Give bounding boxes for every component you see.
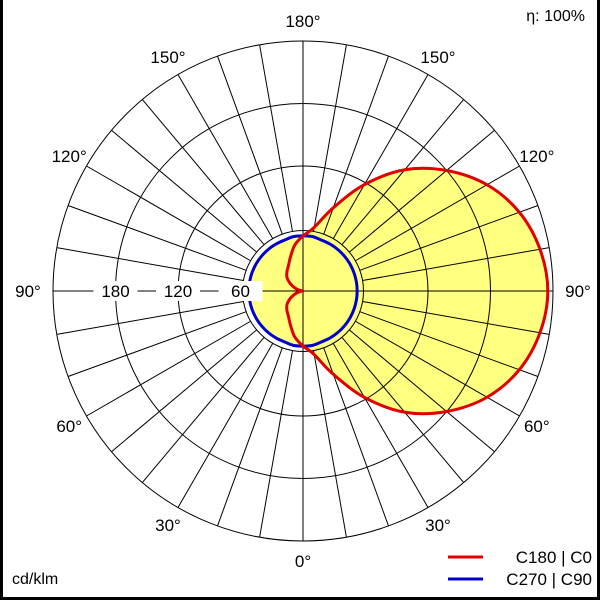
grid-spoke — [177, 343, 274, 508]
radial-tick-label: 120 — [164, 282, 192, 301]
grid-spoke — [349, 129, 495, 253]
angle-label: 0° — [295, 552, 311, 571]
grid-spoke — [341, 337, 465, 483]
grid-spoke — [362, 247, 550, 281]
angle-label: 60° — [524, 417, 550, 436]
angle-label: 120° — [52, 147, 87, 166]
grid-spoke — [111, 129, 257, 253]
grid-spoke — [67, 311, 247, 377]
angle-label-bg — [558, 281, 597, 301]
grid-spoke — [217, 55, 283, 235]
grid-spoke — [86, 165, 251, 262]
grid-spoke — [323, 55, 389, 235]
tick-label-bg — [218, 281, 263, 301]
legend-label: C270 | C90 — [506, 570, 592, 589]
angle-label: 180° — [285, 12, 320, 31]
grid-spoke — [56, 247, 244, 281]
grid-spoke — [332, 343, 429, 508]
grid-spoke — [313, 44, 347, 232]
angle-label-bg — [8, 281, 48, 301]
grid-spoke — [332, 74, 429, 239]
grid-spoke — [259, 350, 293, 538]
grid-spoke — [359, 205, 539, 271]
grid-spoke — [217, 347, 283, 527]
grid-spoke — [323, 347, 389, 527]
c0-c180-curve — [285, 166, 550, 416]
grid-spoke — [111, 329, 257, 453]
grid-spoke — [56, 301, 244, 335]
grid-spoke — [359, 311, 539, 377]
radial-tick-label: 60 — [231, 282, 250, 301]
grid-spoke — [355, 320, 520, 417]
angle-label: 150° — [420, 48, 455, 67]
grid-spoke — [67, 205, 247, 271]
grid-spoke — [141, 99, 265, 245]
angle-label: 60° — [56, 417, 82, 436]
legend-label: C180 | C0 — [516, 548, 592, 567]
angle-label: 150° — [150, 48, 185, 67]
grid-spoke — [177, 74, 274, 239]
grid-spoke — [355, 165, 520, 262]
tick-label-bg — [156, 281, 200, 301]
grid-spoke — [259, 44, 293, 232]
grid-spoke — [362, 301, 550, 335]
grid-spoke — [313, 350, 347, 538]
radial-tick-label: 180 — [101, 282, 129, 301]
angle-label: 90° — [565, 282, 591, 301]
angle-label: 30° — [425, 516, 451, 535]
tick-label-bg — [93, 281, 138, 301]
grid-spoke — [141, 337, 265, 483]
angle-label: 120° — [519, 147, 554, 166]
efficiency-label: η: 100% — [526, 8, 585, 25]
unit-label: cd/klm — [12, 571, 59, 588]
grid-spoke — [86, 320, 251, 417]
grid-spoke — [349, 329, 495, 453]
angle-label: 90° — [15, 282, 41, 301]
grid-spoke — [341, 99, 465, 245]
angle-label: 30° — [155, 516, 181, 535]
